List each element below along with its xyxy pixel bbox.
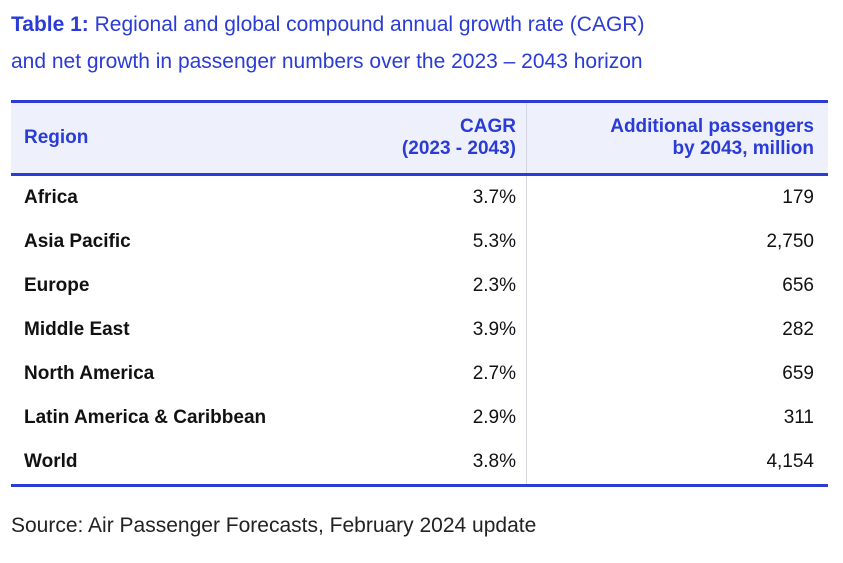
header-cagr-line2: (2023 - 2043) [401, 138, 516, 159]
table-row: Africa 3.7% 179 [11, 176, 828, 220]
row-region: World [24, 451, 78, 472]
table-row: Latin America & Caribbean 2.9% 311 [11, 396, 828, 440]
header-additional: Additional passengers by 2043, million [527, 116, 828, 160]
row-cagr: 3.8% [356, 440, 527, 484]
row-cagr: 2.7% [356, 352, 527, 396]
header-cagr-line1: CAGR [460, 116, 516, 137]
growth-table: Region CAGR (2023 - 2043) Additional pas… [11, 100, 828, 487]
source-note: Source: Air Passenger Forecasts, Februar… [11, 514, 537, 537]
header-region: Region [24, 127, 89, 148]
row-region: Latin America & Caribbean [24, 407, 267, 428]
row-additional: 311 [783, 407, 814, 428]
row-additional: 2,750 [766, 231, 814, 252]
caption-line-1: Table 1: Regional and global compound an… [11, 6, 831, 43]
table-body: Africa 3.7% 179 Asia Pacific 5.3% 2,750 … [11, 176, 828, 484]
caption-text-1: Regional and global compound annual grow… [94, 13, 645, 36]
header-additional-line1: Additional passengers [610, 116, 814, 137]
row-additional: 656 [782, 275, 814, 296]
row-cagr: 2.3% [356, 264, 527, 308]
row-region: Africa [24, 187, 78, 208]
caption-label: Table 1: [11, 13, 89, 36]
row-additional: 4,154 [766, 451, 814, 472]
row-additional: 659 [782, 363, 814, 384]
table-row: Middle East 3.9% 282 [11, 308, 828, 352]
header-bottom-rule [11, 173, 828, 176]
row-cagr: 3.7% [356, 176, 527, 220]
table-row: Europe 2.3% 656 [11, 264, 828, 308]
table-header: Region CAGR (2023 - 2043) Additional pas… [11, 103, 828, 173]
row-region: North America [24, 363, 155, 384]
row-cagr: 2.9% [356, 396, 527, 440]
table-row: North America 2.7% 659 [11, 352, 828, 396]
row-additional: 282 [782, 319, 814, 340]
table-top-rule [11, 100, 828, 103]
row-region: Middle East [24, 319, 130, 340]
row-cagr: 3.9% [356, 308, 527, 352]
row-region: Asia Pacific [24, 231, 131, 252]
caption-text-2: and net growth in passenger numbers over… [11, 50, 643, 73]
row-additional: 179 [782, 187, 814, 208]
table-row: World 3.8% 4,154 [11, 440, 828, 484]
table-row: Asia Pacific 5.3% 2,750 [11, 220, 828, 264]
table-bottom-rule [11, 484, 828, 487]
table-caption: Table 1: Regional and global compound an… [11, 6, 831, 80]
row-cagr: 5.3% [356, 220, 527, 264]
header-additional-line2: by 2043, million [672, 138, 815, 159]
header-cagr: CAGR (2023 - 2043) [356, 103, 527, 173]
row-region: Europe [24, 275, 90, 296]
